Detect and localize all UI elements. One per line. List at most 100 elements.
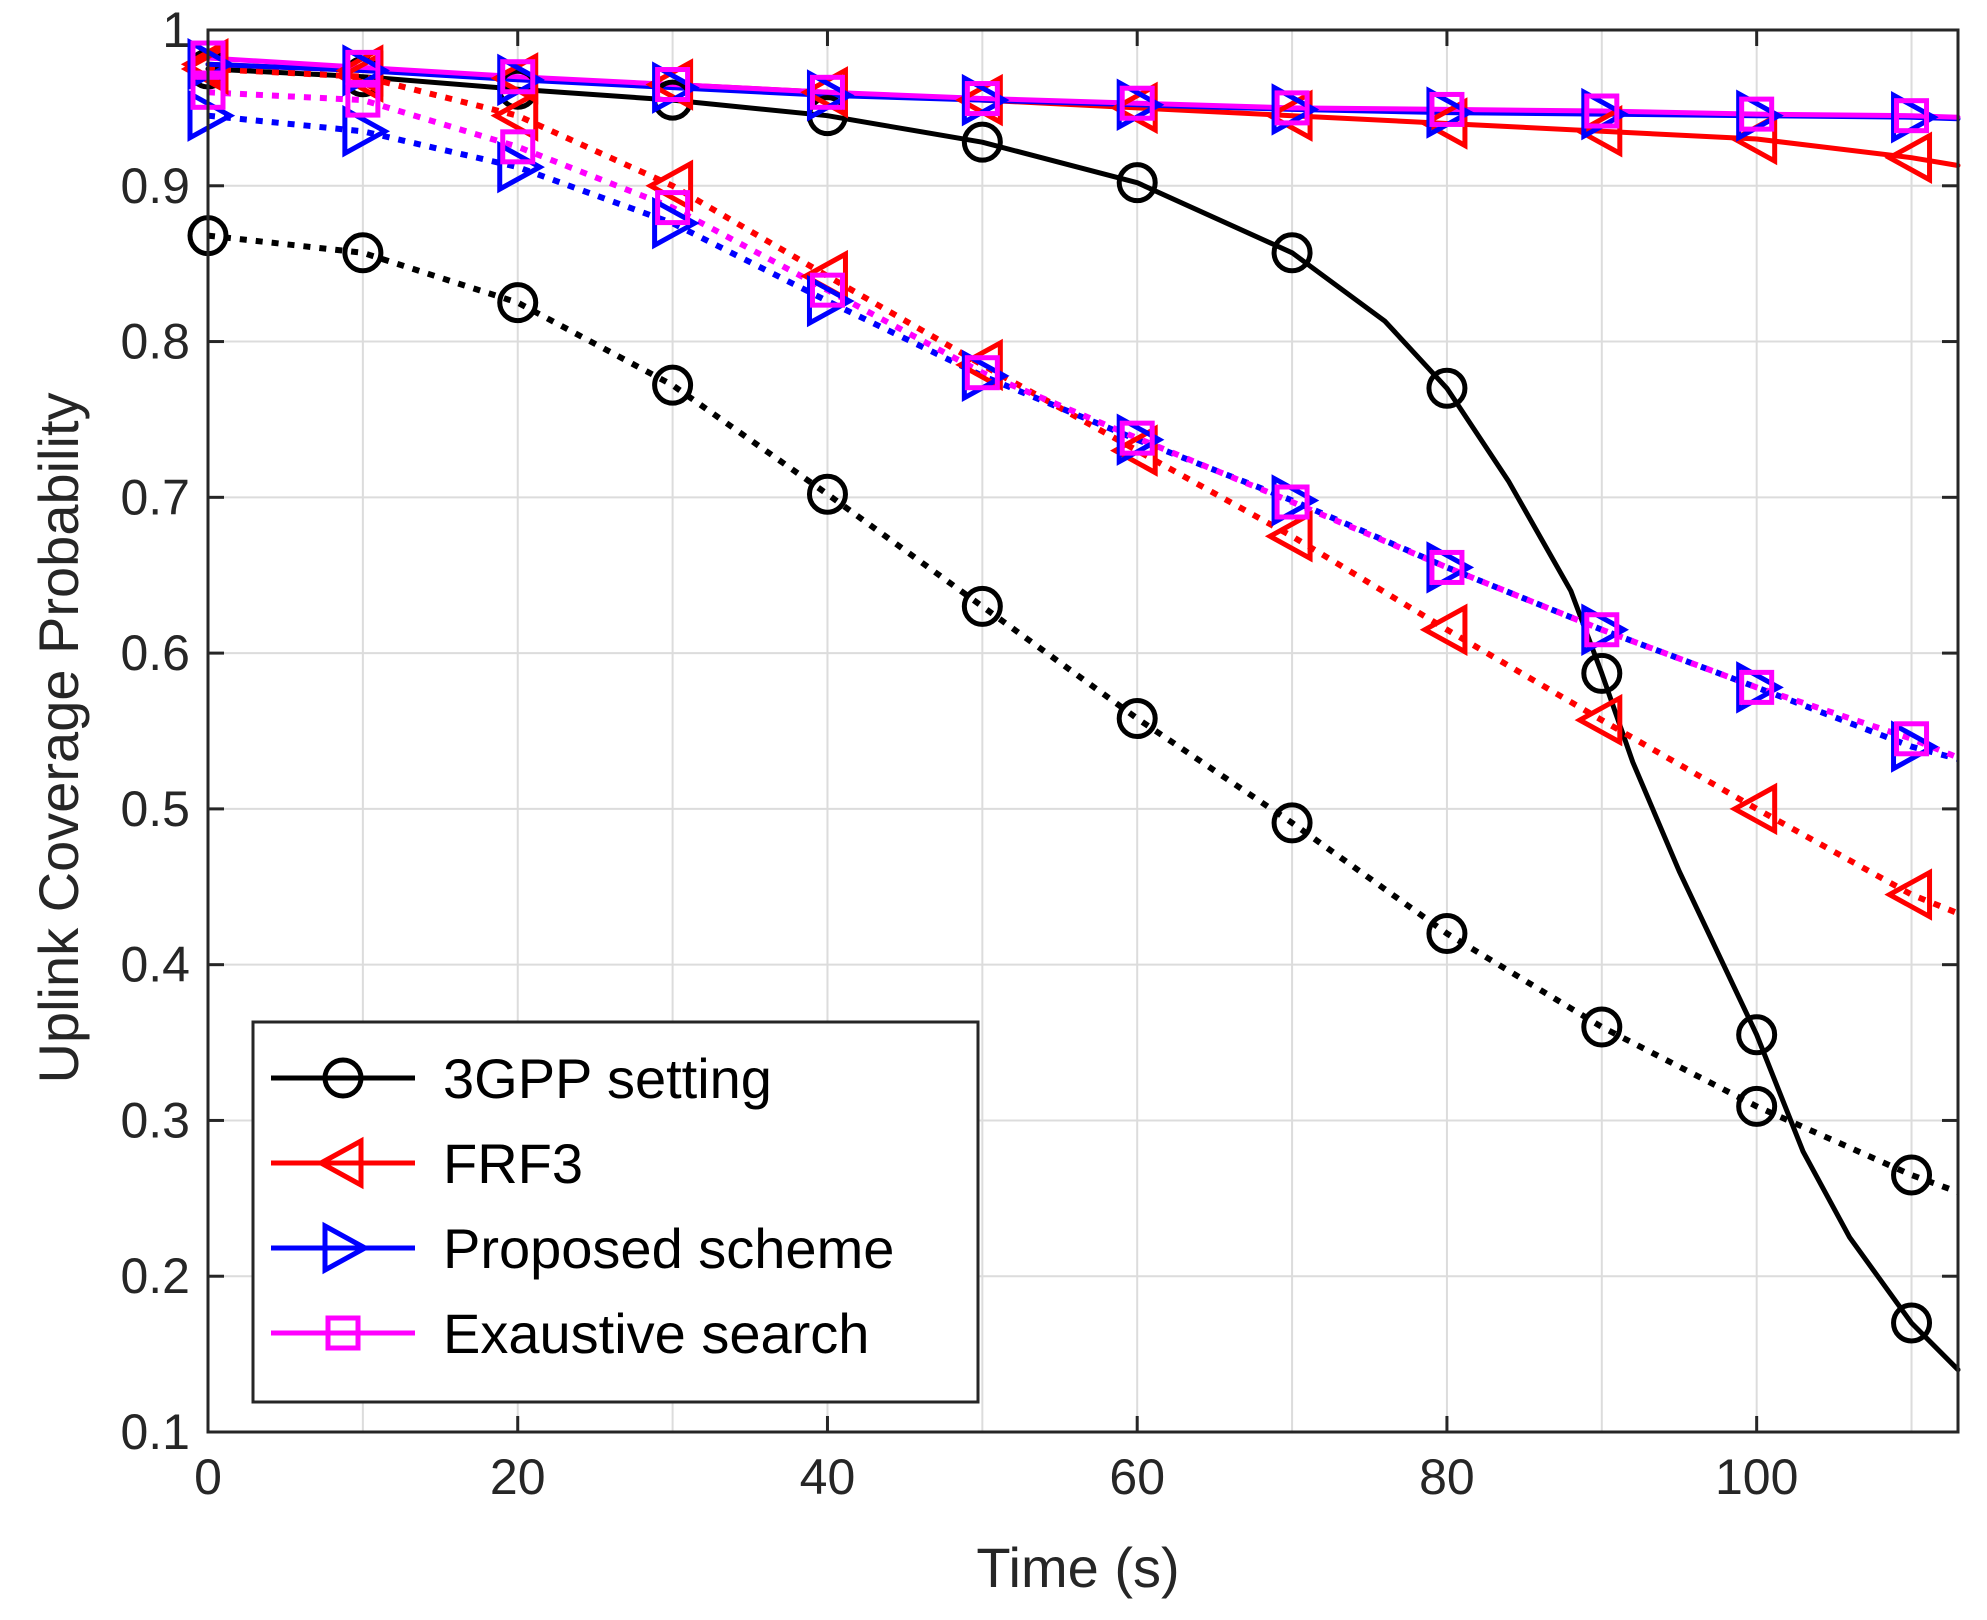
square-marker [1429,91,1465,127]
square-marker [1119,85,1155,121]
square-marker [1894,721,1930,757]
square-marker [325,1315,361,1351]
legend-label: Proposed scheme [443,1217,894,1280]
triangle-right-marker [806,274,855,328]
x-tick-label: 0 [194,1449,222,1505]
series-line [207,65,1960,917]
y-tick-label: 0.1 [120,1404,190,1460]
legend: 3GPP setting FRF3 Proposed scheme Exaustive… [251,1020,980,1404]
triangle-left-marker [1264,510,1313,563]
y-tick-label: 0.6 [120,625,190,681]
legend-label: FRF3 [443,1132,583,1195]
square-marker [655,190,691,226]
square-marker [1584,612,1620,648]
circle-marker [1426,367,1468,409]
triangle-right-marker [1736,661,1784,714]
triangle-left-marker [1729,782,1778,836]
triangle-right-marker [1581,603,1629,656]
circle-marker [1116,698,1158,740]
x-tick-label: 80 [1419,1449,1475,1505]
legend-label: 3GPP setting [443,1047,772,1110]
series-line [207,89,1960,761]
square-marker [345,82,381,118]
triangle-left-marker [490,89,539,142]
triangle-left-marker [335,50,384,103]
circle-marker [342,232,384,274]
circle-marker [497,282,539,324]
triangle-right-marker [497,140,545,194]
circle-marker [322,1057,364,1099]
x-tick-label: 100 [1715,1449,1798,1505]
y-tick-label: 0.8 [120,314,190,370]
x-axis-label: Time (s) [976,1536,1179,1599]
triangle-left-marker [1264,89,1313,142]
square-marker [345,49,381,85]
y-tick-label: 0.9 [120,158,190,214]
square-marker [500,59,536,95]
triangle-left-marker [955,338,1003,392]
square-marker [809,272,845,308]
circle-marker [1736,1085,1778,1127]
series-line [205,66,1961,1373]
circle-marker [1891,1154,1933,1196]
square-marker [964,355,1000,391]
triangle-left-marker [1419,603,1468,656]
triangle-left-marker [1884,131,1933,184]
triangle-left-marker [1419,97,1468,150]
x-tick-label: 60 [1109,1449,1165,1505]
series-line [205,55,1961,120]
circle-marker [1426,913,1468,955]
square-marker [1739,96,1775,132]
square-marker [1584,93,1620,129]
circle-marker [1736,1014,1778,1056]
tick-labels: 0 20 40 60 80 100 0.1 0.2 0.3 0.4 0.5 0.6 0.7 0.8 0.9 1 [120,2,1798,1505]
square-marker [500,129,536,165]
axes-box [206,28,1960,1434]
y-tick-label: 0.5 [120,781,190,837]
square-marker [1119,420,1155,456]
x-tick-label: 20 [490,1449,546,1505]
legend-label: Exaustive search [443,1302,869,1365]
square-marker [1274,90,1310,126]
triangle-left-marker [1884,868,1933,921]
y-tick-label: 0.2 [120,1248,190,1304]
circle-marker [961,121,1003,163]
triangle-left-marker [315,1136,364,1190]
circle-marker [1116,162,1158,204]
circle-marker [1271,232,1313,274]
square-marker [655,67,691,103]
y-tick-label: 0.7 [120,469,190,525]
series-line [207,232,1960,1195]
triangle-right-marker [322,1221,371,1275]
axes-frame [206,28,1960,1434]
triangle-left-marker [1574,693,1623,747]
triangle-left-marker [1110,424,1158,477]
y-tick-label: 0.3 [120,1092,190,1148]
legend-box [251,1020,980,1404]
square-marker [964,81,1000,117]
circle-marker [652,364,694,406]
triangle-right-marker [1891,720,1939,773]
circle-marker [1581,652,1623,694]
circle-marker [1581,1006,1623,1048]
circle-marker [1891,1302,1933,1344]
square-marker [1274,484,1310,520]
x-tick-label: 40 [800,1449,856,1505]
y-tick-label: 0.4 [120,937,190,993]
triangle-right-marker [652,196,700,250]
y-tick-label: 1 [162,2,190,58]
circle-marker [806,473,848,515]
triangle-right-marker [342,105,391,158]
triangle-left-marker [1574,105,1623,158]
square-marker [1429,549,1465,585]
circle-marker [961,585,1003,627]
square-marker [1739,669,1775,705]
triangle-right-marker [1426,541,1475,594]
circle-marker [1271,802,1313,844]
triangle-left-marker [645,159,694,213]
square-marker [809,74,845,110]
triangle-right-marker [187,89,236,142]
square-marker [1894,98,1930,134]
